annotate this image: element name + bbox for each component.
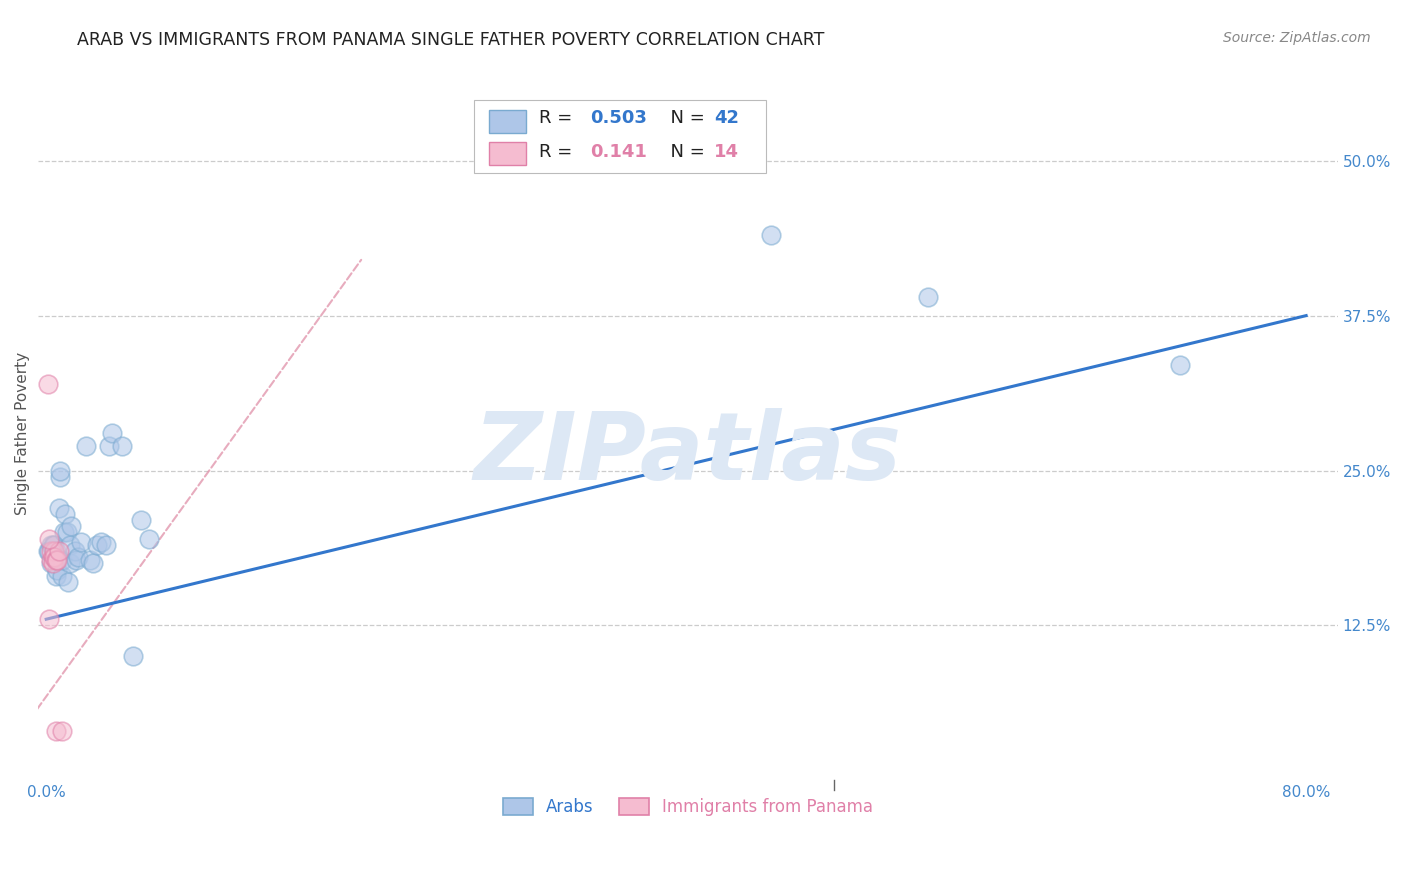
Point [37,376,59,391]
Text: Source: ZipAtlas.com: Source: ZipAtlas.com [1223,31,1371,45]
Text: 0.503: 0.503 [591,110,647,128]
Point [121,649,143,664]
Point [37,544,59,558]
Point [129,513,152,527]
Text: R =: R = [538,110,578,128]
Point [917,290,939,304]
Point [45,569,67,583]
Point [86,538,108,552]
Point [42,550,65,565]
Point [58,575,80,590]
Point [51,552,73,566]
Point [51,569,73,583]
Point [1168,358,1191,372]
Text: N =: N = [659,110,711,128]
FancyBboxPatch shape [489,110,526,133]
Point [59,557,82,571]
Text: 42: 42 [714,110,740,128]
Point [98,439,121,453]
Point [46,552,69,566]
Point [759,228,782,243]
Point [41,550,63,565]
Point [42,544,65,558]
Point [46,550,69,565]
Point [45,723,67,738]
Point [82,557,104,571]
Point [79,552,101,566]
Text: R =: R = [538,144,583,161]
Point [138,532,160,546]
Point [39,557,62,571]
Point [45,544,67,558]
Point [42,550,65,565]
Point [38,532,60,546]
Point [39,544,62,558]
Point [70,535,93,549]
Point [38,612,60,626]
Point [38,544,60,558]
Point [59,538,82,552]
Point [45,552,67,566]
Point [111,439,134,453]
Point [48,544,70,558]
Text: ZIPatlas: ZIPatlas [474,409,903,500]
Point [42,538,65,552]
Text: 14: 14 [714,144,740,161]
Point [39,552,62,566]
Y-axis label: Single Father Poverty: Single Father Poverty [15,351,30,515]
Point [41,538,63,552]
Point [75,439,97,453]
Point [55,525,77,540]
Point [41,557,63,571]
Point [51,723,73,738]
Point [46,563,69,577]
FancyBboxPatch shape [474,100,766,173]
FancyBboxPatch shape [489,142,526,165]
Legend: Arabs, Immigrants from Panama: Arabs, Immigrants from Panama [495,789,882,824]
Point [90,535,112,549]
Text: 0.141: 0.141 [591,144,647,161]
Point [53,507,76,521]
Point [39,538,62,552]
Point [101,426,124,441]
Point [65,552,87,566]
Text: N =: N = [659,144,711,161]
Point [49,469,72,483]
Text: ARAB VS IMMIGRANTS FROM PANAMA SINGLE FATHER POVERTY CORRELATION CHART: ARAB VS IMMIGRANTS FROM PANAMA SINGLE FA… [77,31,825,49]
Point [66,550,89,565]
Point [48,500,70,515]
Point [94,538,117,552]
Point [60,519,83,533]
Point [49,463,72,477]
Point [52,525,75,540]
Point [63,544,86,558]
